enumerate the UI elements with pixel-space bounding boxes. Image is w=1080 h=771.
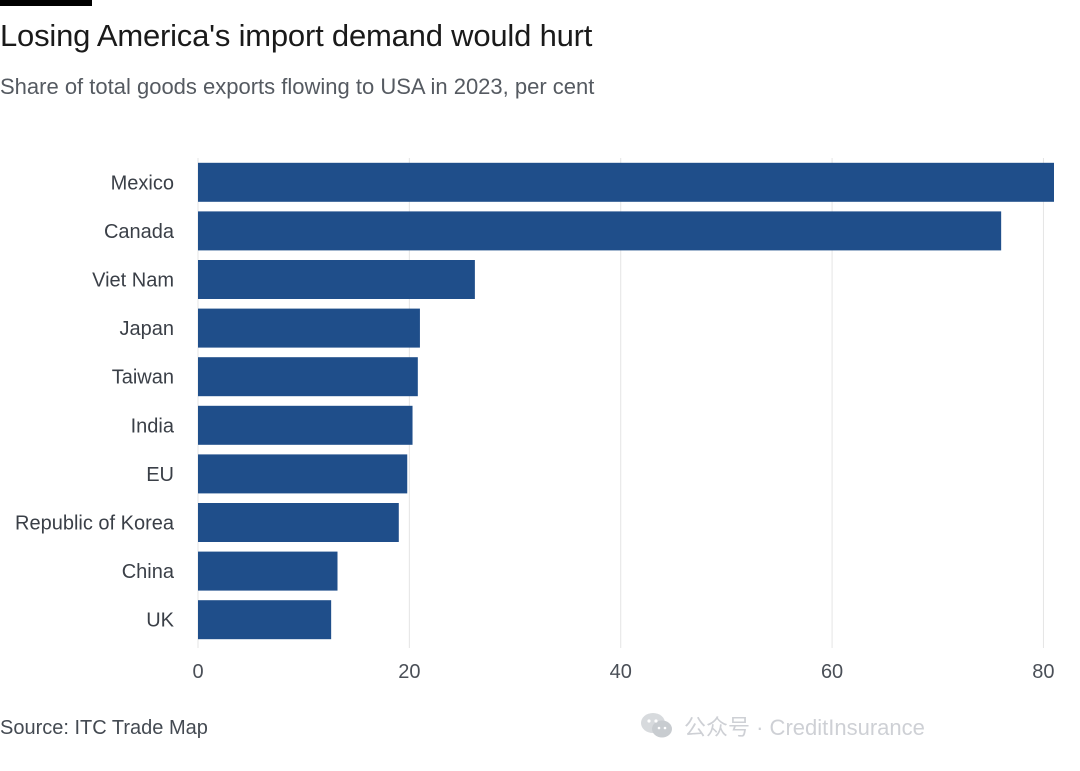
category-label: Canada [104,221,175,243]
bar-china [198,551,338,591]
bar-japan [198,308,420,348]
bar-viet-nam [198,260,475,299]
bars [198,162,1054,640]
x-tick-label: 40 [610,661,632,683]
x-tick-label: 20 [398,661,420,683]
category-label: India [131,415,175,437]
watermark: 公众号 · CreditInsurance [640,708,925,744]
category-label: Taiwan [112,367,174,389]
source-note: Source: ITC Trade Map [0,717,208,739]
x-axis-ticks: 0 20 40 60 80 [192,661,1054,683]
category-label: EU [146,464,174,486]
wechat-icon [641,713,672,738]
bar-chart: Mexico Canada Viet Nam Japan Taiwan India EU Re… [15,158,1055,683]
x-tick-label: 80 [1032,661,1054,683]
bar-mexico [198,162,1054,202]
category-label: Japan [120,318,175,340]
top-accent-rule [0,0,92,6]
bar-republic-of-korea [198,503,399,542]
chart-title: Losing America's import demand would hur… [0,18,593,53]
category-label: Viet Nam [92,270,174,292]
category-labels: Mexico Canada Viet Nam Japan Taiwan India EU Re… [15,172,175,631]
category-label: China [122,561,175,583]
bar-canada [198,211,1002,251]
bar-eu [198,454,408,494]
bar-india [198,405,413,445]
chart-subtitle: Share of total goods exports flowing to … [0,74,595,99]
category-label: Republic of Korea [15,513,175,535]
x-tick-label: 60 [821,661,843,683]
category-label: UK [146,610,174,632]
bar-taiwan [198,357,418,397]
bar-uk [198,600,332,640]
category-label: Mexico [111,172,174,194]
watermark-text: 公众号 · CreditInsurance [684,715,925,740]
x-tick-label: 0 [192,661,203,683]
